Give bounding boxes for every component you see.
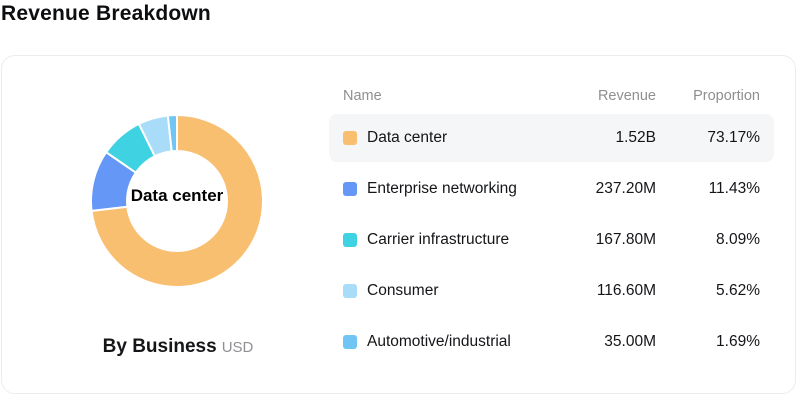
table-row[interactable]: Automotive/industrial 35.00M 1.69% xyxy=(329,318,774,366)
table-row[interactable]: Carrier infrastructure 167.80M 8.09% xyxy=(329,216,774,264)
chart-caption-title: By Business xyxy=(102,336,217,357)
chart-caption-unit: USD xyxy=(221,339,254,356)
legend-color-swatch xyxy=(343,131,357,145)
row-revenue: 1.52B xyxy=(615,129,656,146)
row-name: Consumer xyxy=(367,282,439,299)
column-header-name: Name xyxy=(343,88,382,104)
row-proportion: 8.09% xyxy=(716,231,760,248)
row-name: Enterprise networking xyxy=(367,180,517,197)
donut-center-label: Data center xyxy=(130,186,224,205)
donut-hole xyxy=(126,150,228,252)
row-name: Data center xyxy=(367,129,448,146)
legend-color-swatch xyxy=(343,182,357,196)
page-title: Revenue Breakdown xyxy=(1,2,211,25)
row-revenue: 167.80M xyxy=(595,231,656,248)
donut-chart-svg[interactable] xyxy=(87,111,267,291)
table-row[interactable]: Enterprise networking 237.20M 11.43% xyxy=(329,165,774,213)
row-name: Automotive/industrial xyxy=(367,333,511,350)
row-name: Carrier infrastructure xyxy=(367,231,510,248)
revenue-breakdown-card: Data center By Business USD Name Revenue … xyxy=(1,55,796,394)
chart-caption: By Business USD xyxy=(2,336,354,358)
row-proportion: 11.43% xyxy=(708,180,760,197)
legend-color-swatch xyxy=(343,335,357,349)
row-proportion: 5.62% xyxy=(716,282,760,299)
row-proportion: 1.69% xyxy=(716,333,760,350)
column-header-revenue: Revenue xyxy=(597,88,656,104)
table-row[interactable]: Data center 1.52B 73.17% xyxy=(329,114,774,162)
row-revenue: 35.00M xyxy=(604,333,656,350)
row-proportion: 73.17% xyxy=(707,129,760,146)
row-revenue: 237.20M xyxy=(595,180,656,197)
table-header: Name Revenue Proportion xyxy=(329,86,774,106)
row-revenue: 116.60M xyxy=(596,282,656,299)
legend-color-swatch xyxy=(343,233,357,247)
table-body: Data center 1.52B 73.17% Enterprise netw… xyxy=(329,114,774,366)
legend-color-swatch xyxy=(343,284,357,298)
column-header-proportion: Proportion xyxy=(693,88,760,104)
donut-chart[interactable]: Data center xyxy=(87,111,267,291)
revenue-table: Name Revenue Proportion Data center 1.52… xyxy=(329,86,774,369)
table-row[interactable]: Consumer 116.60M 5.62% xyxy=(329,267,774,315)
donut-chart-section: Data center By Business USD xyxy=(2,56,354,394)
